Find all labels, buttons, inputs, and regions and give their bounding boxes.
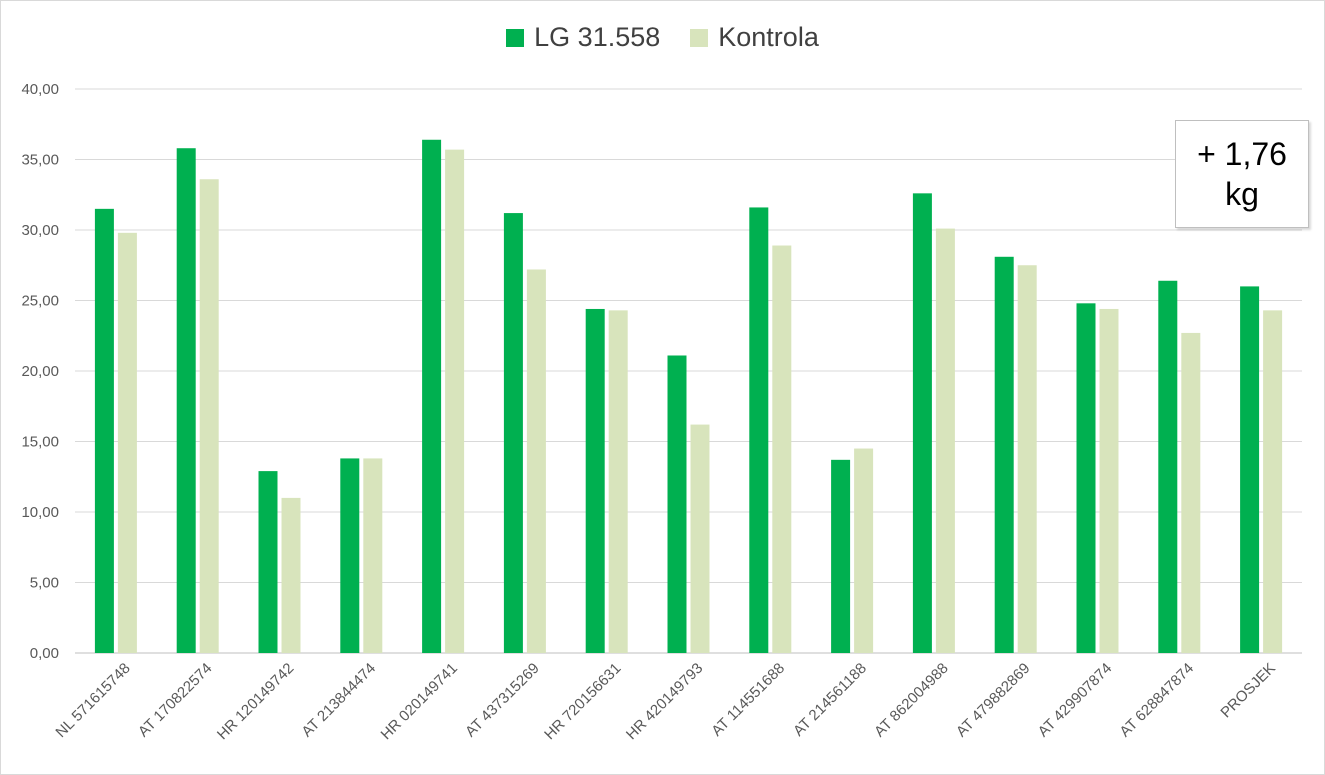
bar-series1 <box>1240 286 1260 653</box>
x-tick-label: AT 628847874 <box>1116 660 1197 741</box>
legend-swatch-series2 <box>690 28 709 47</box>
x-tick-label: AT 213844474 <box>298 660 379 741</box>
bar-series2 <box>526 269 546 653</box>
bar-series1 <box>94 208 114 653</box>
bar-series1 <box>1158 280 1178 653</box>
legend-item-series1: LG 31.558 <box>506 22 660 53</box>
bar-series1 <box>258 471 278 653</box>
x-tick-label: AT 214561188 <box>790 660 870 740</box>
annotation-line1: + 1,76 <box>1197 136 1287 172</box>
x-tick-label: AT 862004988 <box>871 660 952 741</box>
y-tick-label: 15,00 <box>21 434 59 451</box>
x-tick-label: PROSJEK <box>1217 660 1279 722</box>
x-tick-label: AT 170822574 <box>135 660 216 741</box>
y-tick-label: 40,00 <box>21 81 59 98</box>
bar-series1 <box>176 148 196 653</box>
y-tick-label: 0,00 <box>30 645 59 662</box>
bar-series1 <box>831 459 851 653</box>
y-tick-label: 5,00 <box>30 575 59 592</box>
bar-series1 <box>994 256 1014 653</box>
bar-series2 <box>690 424 710 653</box>
legend-swatch-series1 <box>506 28 525 47</box>
bar-series2 <box>445 149 465 653</box>
legend-label-series2: Kontrola <box>718 22 819 52</box>
bar-series2 <box>935 228 955 653</box>
bar-series2 <box>1017 265 1037 653</box>
bar-series1 <box>667 355 687 653</box>
bar-series2 <box>772 245 792 653</box>
difference-annotation: + 1,76 kg <box>1175 120 1309 228</box>
x-tick-label: HR 020149741 <box>378 660 461 743</box>
bar-series2 <box>854 448 874 653</box>
x-tick-label: AT 114551688 <box>708 660 788 740</box>
x-tick-label: AT 437315269 <box>462 660 543 741</box>
legend-item-series2: Kontrola <box>690 22 819 53</box>
bar-series2 <box>363 458 383 653</box>
x-tick-label: HR 420149793 <box>623 660 706 743</box>
y-tick-label: 10,00 <box>21 504 59 521</box>
x-tick-label: HR 120149742 <box>214 660 297 743</box>
bar-series1 <box>912 193 932 653</box>
bar-series2 <box>199 179 219 654</box>
bar-series2 <box>117 232 137 653</box>
annotation-line2: kg <box>1225 176 1259 212</box>
x-tick-label: AT 479882869 <box>953 660 1034 741</box>
legend-label-series1: LG 31.558 <box>534 22 661 52</box>
bar-series1 <box>1076 303 1096 653</box>
x-tick-label: AT 429907874 <box>1035 660 1116 741</box>
bar-series1 <box>422 139 442 653</box>
y-tick-label: 25,00 <box>21 293 59 310</box>
bar-series2 <box>281 497 301 653</box>
bar-series2 <box>1099 308 1119 653</box>
bar-series2 <box>1263 310 1283 653</box>
x-tick-label: NL 571615748 <box>52 660 133 741</box>
bar-series2 <box>1181 332 1201 653</box>
y-tick-label: 20,00 <box>21 363 59 380</box>
bar-series1 <box>503 213 523 653</box>
y-tick-label: 35,00 <box>21 152 59 169</box>
bar-series2 <box>608 310 628 653</box>
x-tick-label: HR 720156631 <box>541 660 624 743</box>
legend: LG 31.558 Kontrola <box>0 22 1325 53</box>
bar-series1 <box>340 458 360 653</box>
y-tick-label: 30,00 <box>21 222 59 239</box>
bar-series1 <box>585 308 605 653</box>
bar-series1 <box>749 207 769 653</box>
